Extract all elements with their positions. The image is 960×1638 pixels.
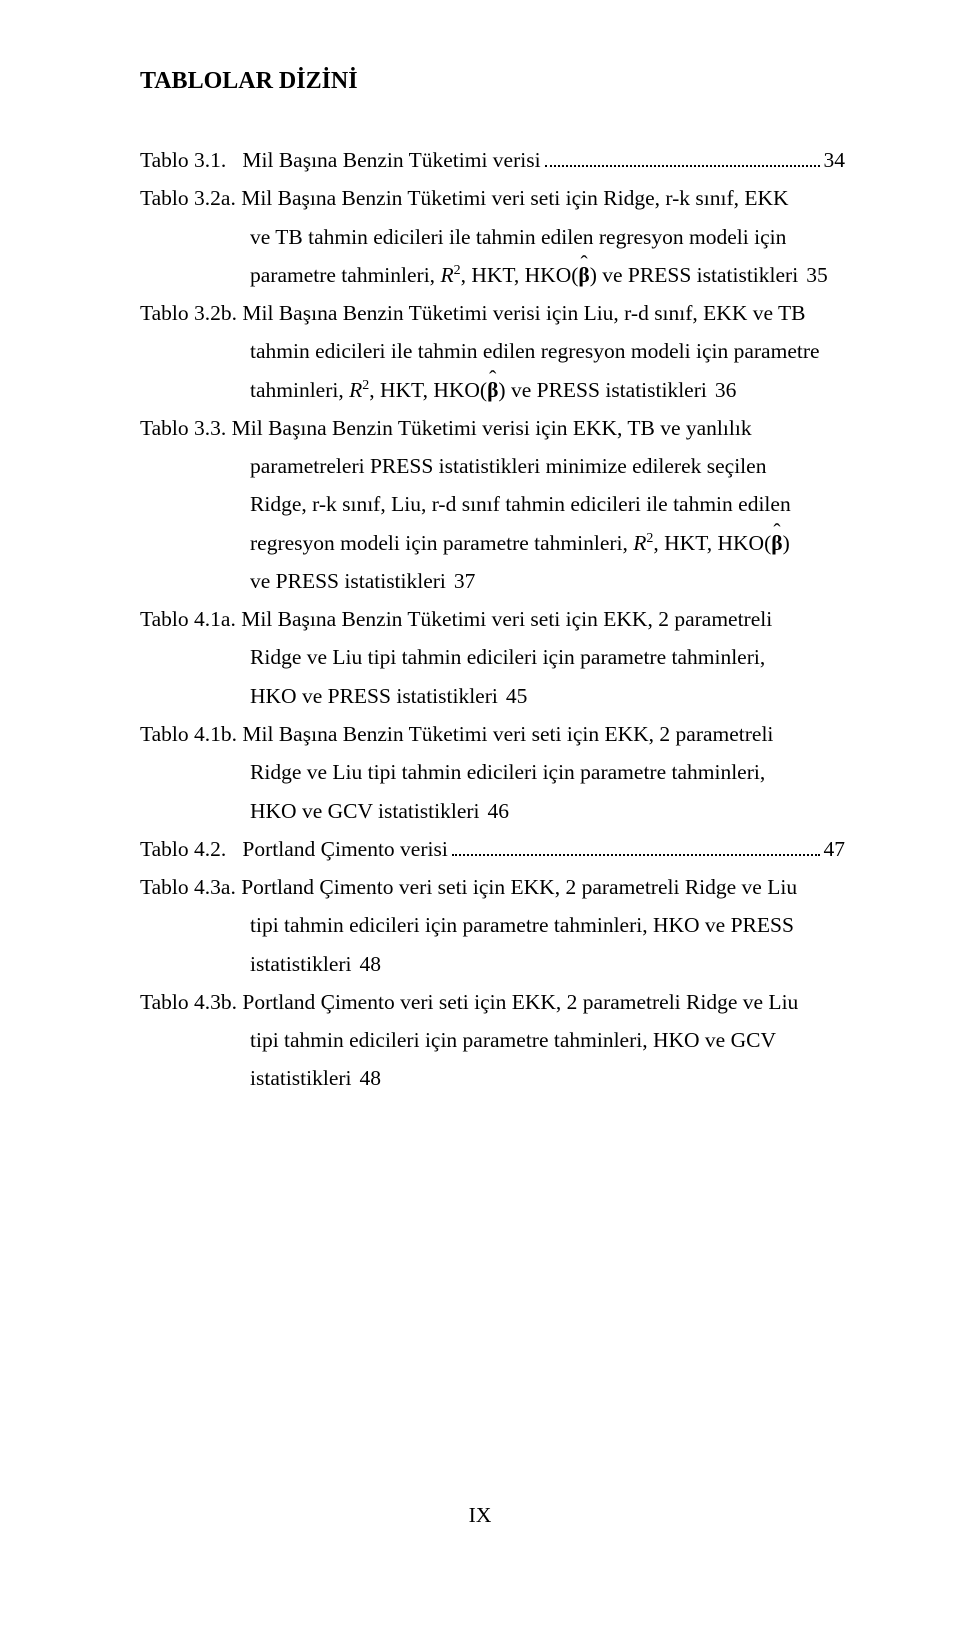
toc-label: Tablo 4.1b. xyxy=(140,722,237,746)
toc-page: 48 xyxy=(360,1066,382,1090)
toc-line: parametreleri PRESS istatistikleri minim… xyxy=(140,447,845,485)
toc-line: HKO ve GCV istatistikleri 46 xyxy=(140,792,845,830)
toc-entry: Tablo 3.1. Mil Başına Benzin Tüketimi ve… xyxy=(140,141,845,179)
page-title: TABLOLAR DİZİNİ xyxy=(140,68,845,95)
toc-text: tahminleri, R2, HKT, HKO(β) ve PRESS ist… xyxy=(250,378,707,402)
toc-line: istatistikleri 48 xyxy=(140,1059,845,1097)
toc-entry: Tablo 3.2a. Mil Başına Benzin Tüketimi v… xyxy=(140,179,845,294)
toc-text: parametre tahminleri, R2, HKT, HKO(β) ve… xyxy=(250,263,798,287)
toc-page: 34 xyxy=(824,141,846,179)
toc-page: 35 xyxy=(806,263,828,287)
toc-text: HKO ve PRESS istatistikleri xyxy=(250,684,498,708)
toc-page: 47 xyxy=(824,830,846,868)
toc-line: Ridge ve Liu tipi tahmin edicileri için … xyxy=(140,638,845,676)
toc-line: istatistikleri 48 xyxy=(140,945,845,983)
toc-line: Tablo 4.1a. Mil Başına Benzin Tüketimi v… xyxy=(140,600,845,638)
toc-entry: Tablo 4.2. Portland Çimento verisi 47 xyxy=(140,830,845,868)
toc-entry: Tablo 4.1a. Mil Başına Benzin Tüketimi v… xyxy=(140,600,845,715)
dot-leader xyxy=(545,153,820,167)
toc-entry: Tablo 3.2b. Mil Başına Benzin Tüketimi v… xyxy=(140,294,845,409)
toc-page: 36 xyxy=(715,378,737,402)
toc-line: HKO ve PRESS istatistikleri 45 xyxy=(140,677,845,715)
dot-leader xyxy=(452,842,820,856)
toc-line: Tablo 3.3. Mil Başına Benzin Tüketimi ve… xyxy=(140,409,845,447)
toc-entry: Tablo 4.3b. Portland Çimento veri seti i… xyxy=(140,983,845,1098)
toc-label: Tablo 3.1. Mil Başına Benzin Tüketimi ve… xyxy=(140,141,541,179)
toc-line: tipi tahmin edicileri için parametre tah… xyxy=(140,1021,845,1059)
toc-line: Tablo 4.3b. Portland Çimento veri seti i… xyxy=(140,983,845,1021)
toc-line: parametre tahminleri, R2, HKT, HKO(β) ve… xyxy=(140,256,845,294)
toc-text: ve PRESS istatistikleri xyxy=(250,569,446,593)
toc-line: ve TB tahmin edicileri ile tahmin edilen… xyxy=(140,218,845,256)
toc-line: Tablo 3.2a. Mil Başına Benzin Tüketimi v… xyxy=(140,179,845,217)
toc-line: Ridge, r-k sınıf, Liu, r-d sınıf tahmin … xyxy=(140,485,845,523)
toc-page: 45 xyxy=(506,684,528,708)
toc-page: 46 xyxy=(488,799,510,823)
toc-line: Tablo 4.1b. Mil Başına Benzin Tüketimi v… xyxy=(140,715,845,753)
toc-entry: Tablo 4.3a. Portland Çimento veri seti i… xyxy=(140,868,845,983)
toc-text: istatistikleri xyxy=(250,952,352,976)
toc-entry: Tablo 3.3. Mil Başına Benzin Tüketimi ve… xyxy=(140,409,845,600)
toc-text: HKO ve GCV istatistikleri xyxy=(250,799,480,823)
toc-label: Tablo 3.2a. xyxy=(140,186,236,210)
toc-page: 37 xyxy=(454,569,476,593)
toc-label: Tablo 4.2. Portland Çimento verisi xyxy=(140,830,448,868)
toc-line: Tablo 4.3a. Portland Çimento veri seti i… xyxy=(140,868,845,906)
toc-label: Tablo 4.3a. xyxy=(140,875,236,899)
toc-list: Tablo 3.1. Mil Başına Benzin Tüketimi ve… xyxy=(140,141,845,1098)
toc-label: Tablo 4.3b. xyxy=(140,990,237,1014)
page-number: IX xyxy=(0,1503,960,1528)
toc-line: ve PRESS istatistikleri 37 xyxy=(140,562,845,600)
toc-line: regresyon modeli için parametre tahminle… xyxy=(140,524,845,562)
toc-page: 48 xyxy=(360,952,382,976)
toc-entry: Tablo 4.1b. Mil Başına Benzin Tüketimi v… xyxy=(140,715,845,830)
toc-line: Tablo 3.1. Mil Başına Benzin Tüketimi ve… xyxy=(140,141,845,179)
toc-line: Tablo 4.2. Portland Çimento verisi 47 xyxy=(140,830,845,868)
document-page: TABLOLAR DİZİNİ Tablo 3.1. Mil Başına Be… xyxy=(0,0,960,1638)
toc-line: Ridge ve Liu tipi tahmin edicileri için … xyxy=(140,753,845,791)
toc-label: Tablo 3.2b. xyxy=(140,301,237,325)
toc-text: istatistikleri xyxy=(250,1066,352,1090)
toc-label: Tablo 3.3. xyxy=(140,416,226,440)
toc-line: tahminleri, R2, HKT, HKO(β) ve PRESS ist… xyxy=(140,371,845,409)
toc-label: Tablo 4.1a. xyxy=(140,607,236,631)
toc-line: Tablo 3.2b. Mil Başına Benzin Tüketimi v… xyxy=(140,294,845,332)
toc-line: tipi tahmin edicileri için parametre tah… xyxy=(140,906,845,944)
